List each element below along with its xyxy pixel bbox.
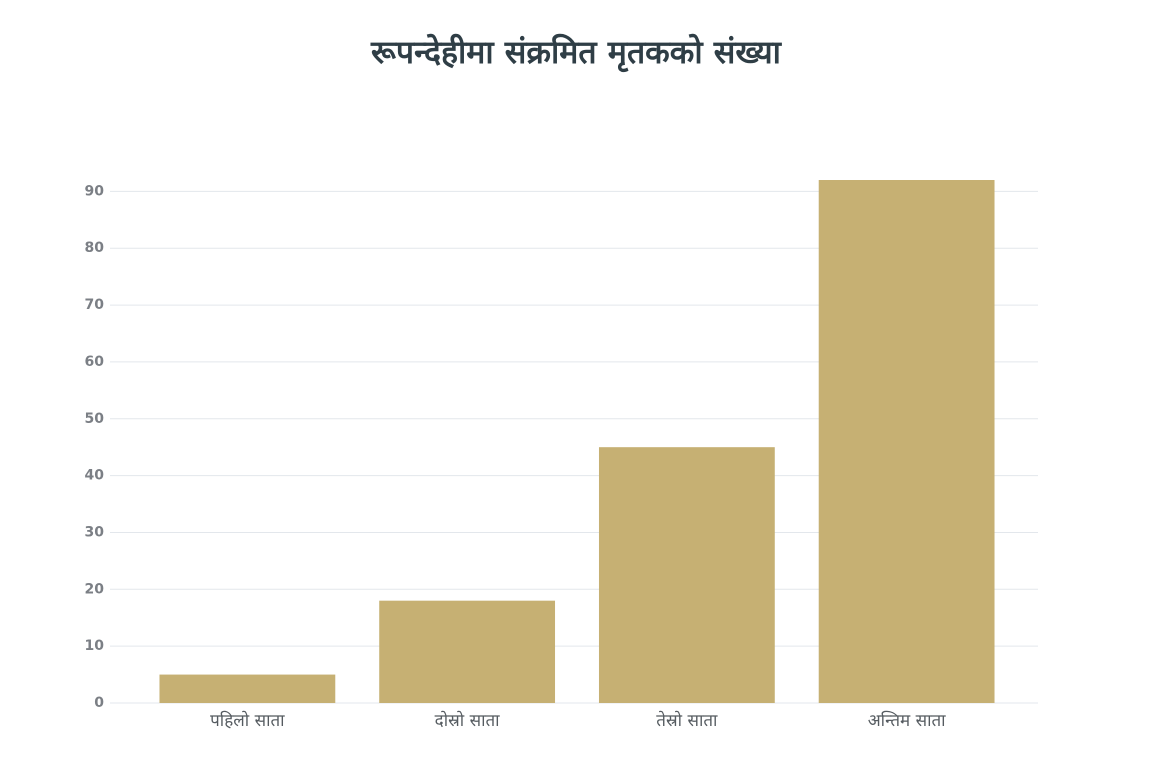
- y-tick-label: 60: [85, 354, 105, 370]
- bar: [598, 447, 775, 703]
- y-tick-label: 10: [85, 638, 105, 654]
- bar: [818, 180, 995, 703]
- y-tick-label: 30: [85, 524, 105, 540]
- y-tick-label: 90: [85, 183, 105, 199]
- bar: [159, 674, 336, 703]
- x-tick-label: पहिलो साता: [210, 710, 285, 731]
- y-tick-label: 20: [85, 581, 105, 597]
- y-tick-label: 70: [85, 297, 105, 313]
- x-tick-label: दोस्रो साता: [435, 710, 500, 731]
- y-tick-label: 80: [85, 240, 105, 256]
- x-tick-label: तेस्रो साता: [656, 710, 718, 731]
- y-tick-label: 0: [94, 695, 104, 711]
- x-tick-label: अन्तिम साता: [868, 710, 946, 731]
- chart-title: रूपन्देहीमा संक्रमित मृतकको संख्या: [370, 33, 783, 73]
- bar: [379, 600, 556, 703]
- y-tick-label: 50: [85, 411, 105, 427]
- y-tick-label: 40: [85, 468, 105, 484]
